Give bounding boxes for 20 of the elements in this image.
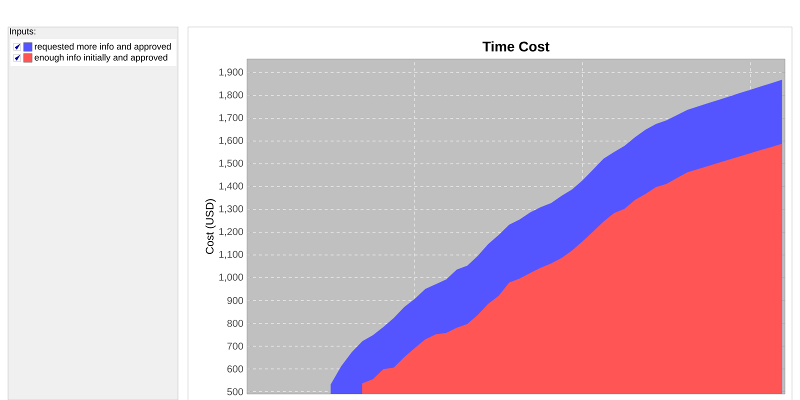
y-tick-label: 500	[227, 388, 244, 396]
y-tick-label: 1,600	[219, 136, 244, 146]
y-tick-label: 800	[227, 320, 244, 327]
y-axis-title: Cost (USD)	[205, 199, 216, 254]
y-tick-label: 900	[227, 297, 244, 304]
y-tick-label: 1,200	[219, 228, 244, 236]
y-tick-label: 1,300	[219, 205, 244, 214]
legend-title: Inputs:	[10, 28, 36, 36]
legend-label: enough info initially and approved	[34, 54, 168, 62]
y-tick-label: 1,900	[219, 68, 244, 77]
y-tick-label: 1,700	[219, 114, 244, 122]
y-tick-label: 1,500	[219, 160, 244, 168]
y-tick-label: 600	[227, 365, 244, 372]
y-tick-label: 700	[227, 342, 244, 350]
y-tick-label: 1,400	[219, 182, 244, 191]
legend-label: requested more info and approved	[34, 43, 171, 52]
y-tick-label: 1,100	[219, 250, 244, 260]
y-tick-label: 1,000	[219, 274, 244, 282]
chart-title: Time Cost	[482, 41, 550, 52]
y-tick-label: 1,800	[219, 91, 244, 100]
